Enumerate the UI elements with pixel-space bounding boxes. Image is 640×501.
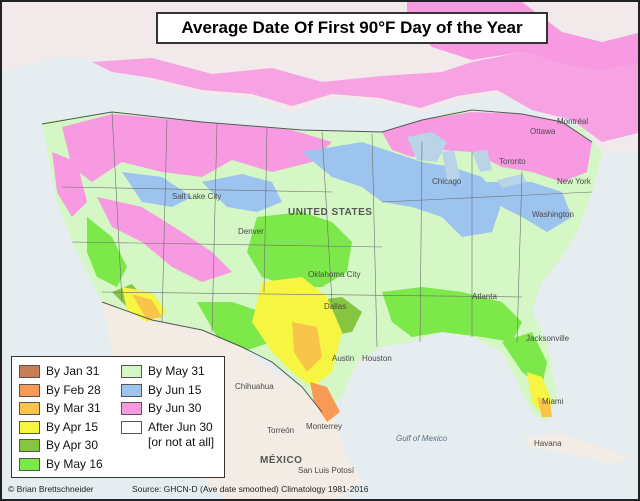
label-city: Miami xyxy=(542,397,564,406)
us-may16-southwest xyxy=(197,302,272,350)
label-mexico: MÉXICO xyxy=(260,455,303,466)
lake-superior xyxy=(407,132,447,162)
us-mexico-border xyxy=(101,301,323,413)
us-canada-border xyxy=(41,109,593,143)
us-mar31-florida xyxy=(537,397,552,417)
label-city: Atlanta xyxy=(472,292,497,301)
label-city: Monterrey xyxy=(306,422,343,431)
label-city: Salt Lake City xyxy=(172,192,222,201)
lake-michigan xyxy=(442,150,460,184)
label-city: Torreón xyxy=(267,426,295,435)
map-title: Average Date Of First 90°F Day of the Ye… xyxy=(156,12,548,44)
us-may16-california xyxy=(87,217,127,287)
label-city: Oklahoma City xyxy=(308,270,361,279)
legend-swatch xyxy=(121,383,142,397)
us-feb28-south-texas xyxy=(310,382,340,422)
label-city: Austin xyxy=(332,354,355,363)
lake-erie xyxy=(497,174,527,188)
us-jun15-midwest xyxy=(302,142,502,237)
legend-label: By Jun 30 xyxy=(148,401,202,415)
us-may16-southeast xyxy=(382,287,522,342)
state-borders xyxy=(61,111,593,348)
mexico-land xyxy=(102,302,362,499)
label-city: Chihuahua xyxy=(235,382,274,391)
us-jun15-wyoming xyxy=(202,174,282,212)
us-jun30-north xyxy=(62,114,332,182)
label-city: Toronto xyxy=(499,157,526,166)
legend-label: By Apr 15 xyxy=(46,419,99,434)
canada-pink-band xyxy=(92,52,638,142)
legend-label: By Jun 15 xyxy=(148,382,202,397)
label-city: Dallas xyxy=(324,302,347,311)
legend-label: After Jun 30 [or not at all] xyxy=(148,419,215,449)
us-mar31-texas xyxy=(292,322,322,372)
label-city: New York xyxy=(557,177,591,186)
label-city: Montréal xyxy=(557,117,589,126)
us-jun15-appalachia xyxy=(482,182,572,232)
legend-swatch xyxy=(19,402,40,415)
legend-label: By Feb 28 xyxy=(46,382,101,397)
label-city: Ottawa xyxy=(530,127,556,136)
us-may16-plains xyxy=(247,212,352,287)
lake-huron xyxy=(472,150,492,172)
label-city: Jacksonville xyxy=(526,334,570,343)
legend-swatch xyxy=(19,439,40,452)
legend-label: By Jan 31 xyxy=(46,364,100,378)
label-city: Chicago xyxy=(432,177,462,186)
legend-swatch xyxy=(19,383,40,397)
label-gulf-of-mexico: Gulf of Mexico xyxy=(396,434,448,443)
legend-label: By May 31 xyxy=(148,364,205,378)
legend-swatch xyxy=(19,457,40,471)
legend-swatch xyxy=(121,402,142,415)
label-united-states: UNITED STATES xyxy=(288,207,373,218)
credit-text: © Brian Brettschneider xyxy=(8,484,94,494)
legend-swatch xyxy=(19,420,40,434)
us-jun30-west-coast xyxy=(52,152,87,217)
label-city: Washington xyxy=(532,210,574,219)
legend-label: By May 16 xyxy=(46,456,103,471)
cuba-land xyxy=(522,434,632,464)
legend-swatch xyxy=(19,365,40,378)
label-city: San Luis Potosí xyxy=(298,466,355,475)
legend-swatch xyxy=(121,365,142,378)
legend-swatch xyxy=(121,420,142,434)
legend: By Jan 31 By Feb 28 By Mar 31 By Apr 15 … xyxy=(11,356,225,478)
label-city: Denver xyxy=(238,227,264,236)
legend-label: By Apr 30 xyxy=(46,438,99,452)
us-mar31-phoenix xyxy=(132,294,162,320)
label-city: Houston xyxy=(362,354,392,363)
us-jun30-northeast xyxy=(382,112,592,182)
us-may16-georgia xyxy=(502,332,547,387)
us-jun15-idaho xyxy=(122,172,192,207)
source-text: Source: GHCN-D (Ave date smoothed) Clima… xyxy=(132,484,369,494)
us-jun30-rockies xyxy=(97,197,232,282)
label-city: Havana xyxy=(534,439,562,448)
legend-label: By Mar 31 xyxy=(46,401,101,415)
